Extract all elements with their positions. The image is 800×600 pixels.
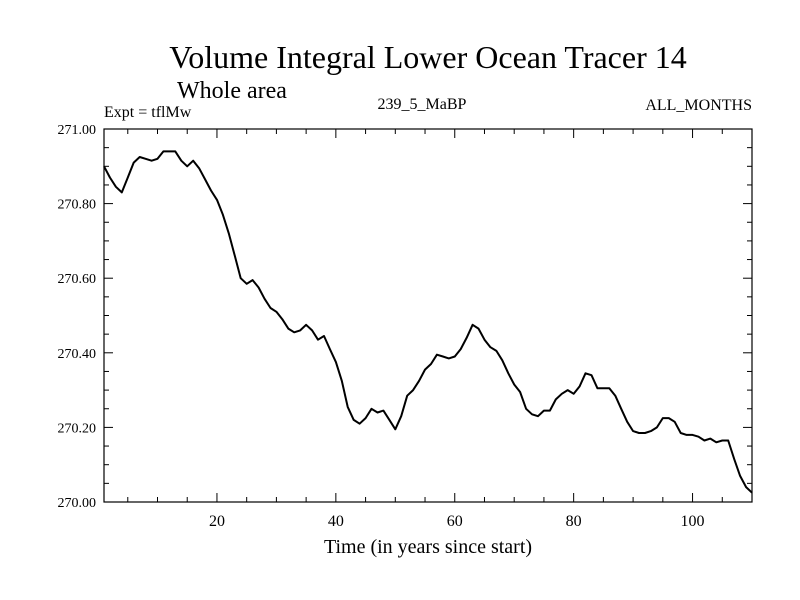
y-tick-label: 270.80	[58, 198, 97, 213]
y-tick-label: 270.20	[58, 421, 97, 436]
period-label: 239_5_MaBP	[378, 96, 467, 113]
series-line	[103, 150, 753, 494]
x-tick-label: 20	[209, 513, 225, 530]
y-tick-label: 270.40	[58, 347, 97, 362]
y-tick-label: 270.60	[58, 272, 97, 287]
x-axis-label: Time (in years since start)	[324, 536, 532, 558]
plot-frame	[103, 128, 753, 503]
y-tick-label: 270.00	[58, 496, 97, 511]
chart-title: Volume Integral Lower Ocean Tracer 14	[169, 39, 686, 75]
y-tick-label: 271.00	[58, 123, 97, 138]
x-tick-label: 100	[681, 513, 705, 530]
x-tick-label: 80	[566, 513, 582, 530]
chart-subtitle: Whole area	[177, 78, 287, 104]
experiment-label: Expt = tflMw	[104, 104, 192, 121]
x-axis: 20 40 60 80 100	[127, 129, 753, 530]
y-axis: 270.00 270.20 270.40 270.60 270.80 271.00	[58, 123, 752, 511]
x-tick-label: 40	[328, 513, 344, 530]
months-label: ALL_MONTHS	[645, 97, 752, 114]
x-tick-label: 60	[447, 513, 463, 530]
